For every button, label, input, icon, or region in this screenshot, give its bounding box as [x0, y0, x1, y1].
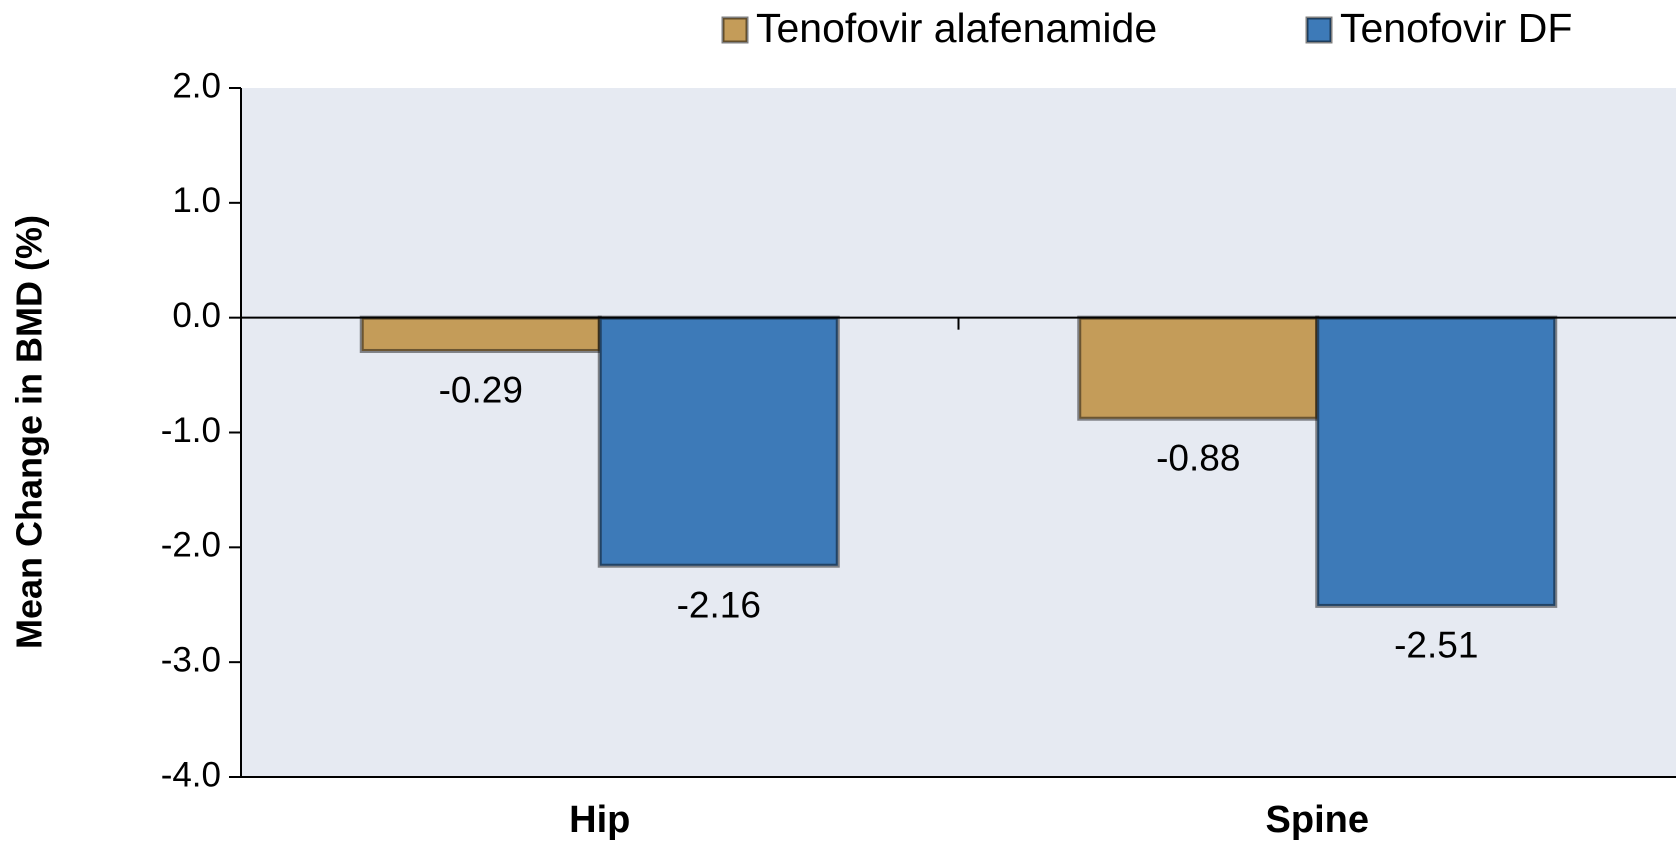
data-label: -0.88 — [1156, 438, 1240, 479]
bar — [1077, 315, 1320, 421]
data-label: -2.16 — [677, 584, 761, 625]
x-tick-label: Hip — [569, 799, 630, 841]
bar — [359, 315, 602, 353]
legend-label: Tenofovir DF — [1340, 5, 1572, 51]
legend-label: Tenofovir alafenamide — [756, 5, 1157, 51]
bar — [1315, 315, 1558, 608]
y-tick-label: 0.0 — [172, 296, 221, 335]
data-label: -0.29 — [439, 370, 523, 411]
y-tick-label: 2.0 — [172, 66, 221, 105]
legend-marker — [1305, 16, 1333, 44]
y-tick-label: -4.0 — [161, 755, 221, 794]
legend-marker — [721, 16, 749, 44]
y-tick-label: -1.0 — [161, 411, 221, 450]
y-tick-label: 1.0 — [172, 181, 221, 220]
x-tick-label: Spine — [1266, 799, 1369, 841]
y-tick-label: -3.0 — [161, 640, 221, 679]
data-label: -2.51 — [1394, 625, 1478, 666]
y-tick-label: -2.0 — [161, 526, 221, 565]
bar — [597, 315, 840, 568]
y-axis-label: Mean Change in BMD (%) — [9, 215, 50, 649]
